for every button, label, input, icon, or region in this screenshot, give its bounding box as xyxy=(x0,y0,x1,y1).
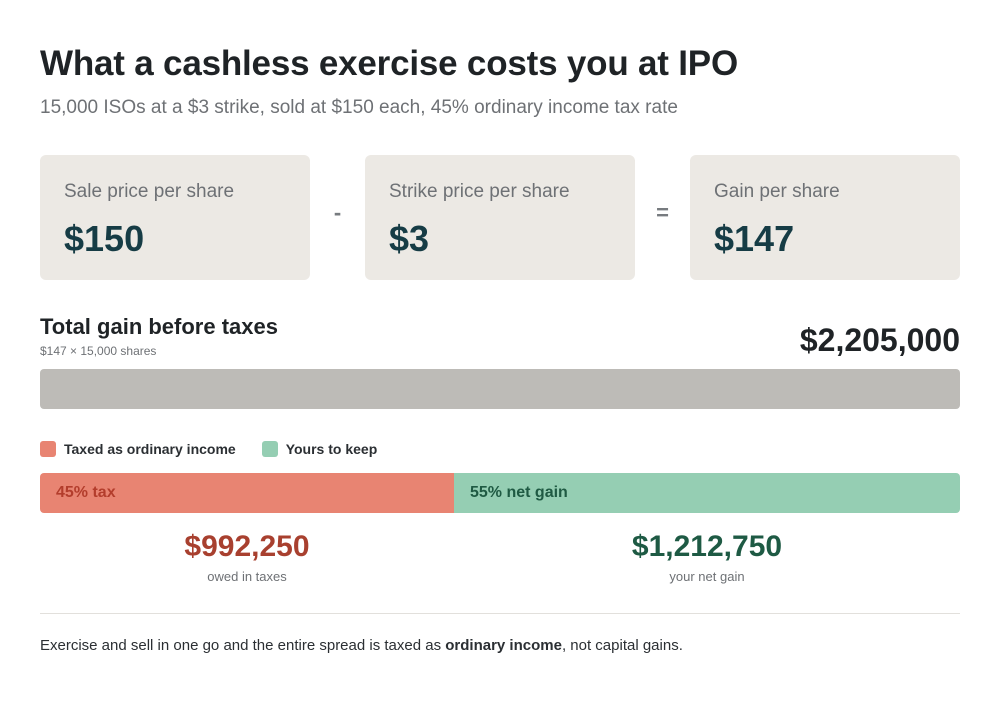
tax-segment-label: 45% tax xyxy=(56,484,116,501)
net-gain-amount: $1,212,750 xyxy=(631,530,783,563)
legend-swatch-tax xyxy=(40,441,56,457)
sale-price-card: Sale price per share $150 xyxy=(40,155,310,280)
footer-emphasis: ordinary income xyxy=(445,637,562,654)
strike-price-value: $3 xyxy=(389,218,430,259)
chart-subtitle: 15,000 ISOs at a $3 strike, sold at $150… xyxy=(40,97,678,118)
legend-label-keep: Yours to keep xyxy=(285,441,378,457)
footer-note: Exercise and sell in one go and the enti… xyxy=(40,637,683,654)
equals-operator: = xyxy=(656,200,669,225)
legend-item-keep: Yours to keep xyxy=(261,441,378,457)
legend-item-tax: Taxed as ordinary income xyxy=(40,441,236,457)
strike-price-card: Strike price per share $3 xyxy=(365,155,635,280)
footer-text-before: Exercise and sell in one go and the enti… xyxy=(40,637,446,654)
strike-price-label: Strike price per share xyxy=(389,181,570,202)
total-gain-note: $147 × 15,000 shares xyxy=(40,344,157,358)
footer-text-after: , not capital gains. xyxy=(561,637,683,654)
net-gain-segment-label: 55% net gain xyxy=(470,484,568,501)
chart-title: What a cashless exercise costs you at IP… xyxy=(40,44,738,83)
legend-label-tax: Taxed as ordinary income xyxy=(64,441,236,457)
tax-split-bar: 45% tax 55% net gain xyxy=(40,473,960,513)
total-gain-label: Total gain before taxes xyxy=(40,314,278,339)
tax-segment: 45% tax xyxy=(40,473,454,513)
total-gain-bar xyxy=(40,369,960,409)
gain-per-share-value: $147 xyxy=(714,218,795,259)
gain-per-share-label: Gain per share xyxy=(714,181,840,202)
tax-amount: $992,250 xyxy=(184,530,310,563)
divider xyxy=(40,613,960,614)
net-gain-amount-note: your net gain xyxy=(669,569,745,584)
minus-operator: - xyxy=(333,200,342,225)
total-gain-value: $2,205,000 xyxy=(799,322,960,358)
sale-price-value: $150 xyxy=(64,218,145,259)
tax-amount-note: owed in taxes xyxy=(207,569,287,584)
gain-per-share-card: Gain per share $147 xyxy=(690,155,960,280)
legend: Taxed as ordinary income Yours to keep xyxy=(40,441,403,457)
sale-price-label: Sale price per share xyxy=(64,181,235,202)
net-gain-segment: 55% net gain xyxy=(454,473,960,513)
legend-swatch-keep xyxy=(261,441,278,457)
